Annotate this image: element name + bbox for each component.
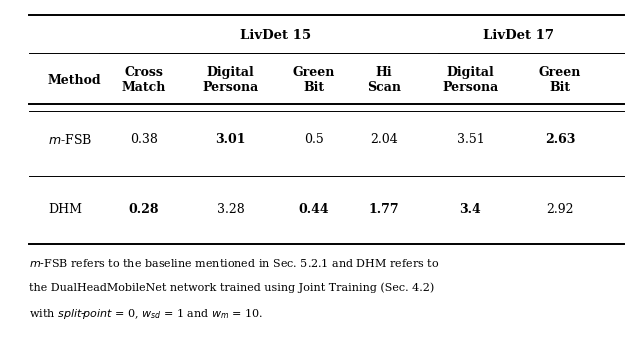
Text: $m$-FSB refers to the baseline mentioned in Sec. 5.2.1 and DHM refers to: $m$-FSB refers to the baseline mentioned…: [29, 256, 439, 269]
Text: Cross
Match: Cross Match: [122, 66, 166, 94]
Text: Digital
Persona: Digital Persona: [442, 66, 499, 94]
Text: 0.28: 0.28: [129, 203, 159, 216]
Text: 2.92: 2.92: [547, 203, 573, 216]
Text: 1.77: 1.77: [369, 203, 399, 216]
Text: Digital
Persona: Digital Persona: [202, 66, 259, 94]
Text: 3.51: 3.51: [456, 133, 484, 146]
Text: Hi
Scan: Hi Scan: [367, 66, 401, 94]
Text: 3.01: 3.01: [215, 133, 246, 146]
Text: 0.5: 0.5: [304, 133, 323, 146]
Text: Green
Bit: Green Bit: [539, 66, 581, 94]
Text: LivDet 17: LivDet 17: [483, 29, 554, 42]
Text: Method: Method: [48, 74, 102, 87]
Text: 0.44: 0.44: [298, 203, 329, 216]
Text: 2.04: 2.04: [370, 133, 398, 146]
Text: the DualHeadMobileNet network trained using Joint Training (Sec. 4.2): the DualHeadMobileNet network trained us…: [29, 283, 434, 293]
Text: Green
Bit: Green Bit: [292, 66, 335, 94]
Text: 0.38: 0.38: [130, 133, 158, 146]
Text: $m$-FSB: $m$-FSB: [48, 133, 92, 147]
Text: 2.63: 2.63: [545, 133, 575, 146]
Text: LivDet 15: LivDet 15: [239, 29, 311, 42]
Text: 3.28: 3.28: [216, 203, 244, 216]
Text: 3.4: 3.4: [460, 203, 481, 216]
Text: DHM: DHM: [48, 203, 82, 216]
Text: with $\mathit{split}$-$\!\mathit{point}$ = 0, $w_{sd}$ = 1 and $w_m$ = 10.: with $\mathit{split}$-$\!\mathit{point}$…: [29, 307, 263, 321]
